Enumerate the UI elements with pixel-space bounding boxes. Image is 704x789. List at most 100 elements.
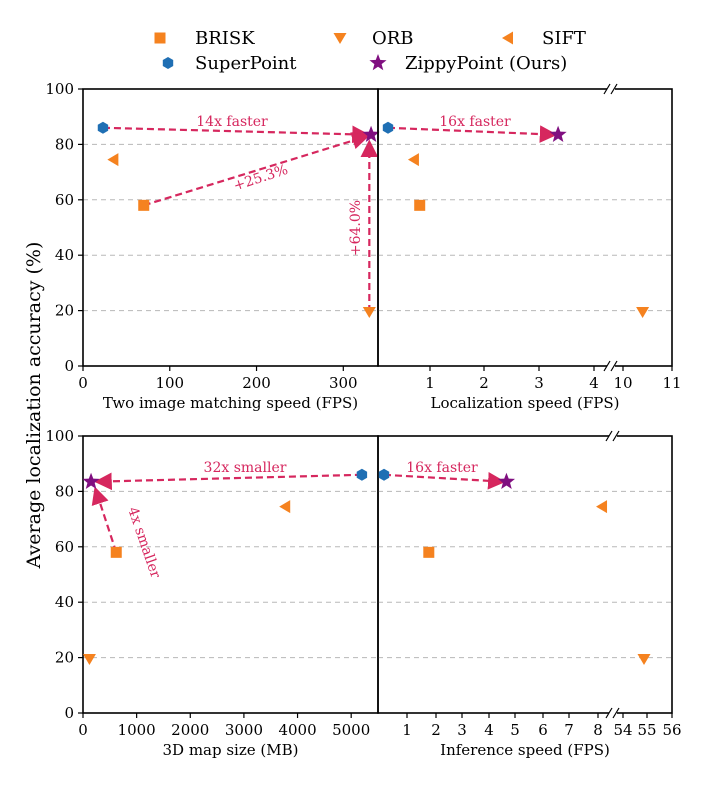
annotation-arrow	[91, 486, 118, 553]
point-zippypoint-ours	[362, 125, 380, 142]
x-tick-label: 3	[534, 374, 544, 392]
annotation-arrow	[94, 472, 362, 491]
y-tick-label: 20	[55, 302, 74, 320]
x-tick-label: 2000	[171, 721, 209, 739]
panel-frame	[377, 88, 673, 367]
point-brisk	[414, 199, 426, 211]
y-tick-label: 80	[55, 135, 74, 153]
x-tick-label: 1000	[118, 721, 156, 739]
x-tick-label: 11	[662, 374, 681, 392]
x-tick-label: 1	[425, 374, 435, 392]
axis-break-gap	[607, 87, 615, 91]
x-tick-label: 5	[510, 721, 520, 739]
x-tick-label: 10	[613, 374, 632, 392]
annotation-label: 14x faster	[196, 114, 268, 130]
panel-frame	[377, 435, 673, 714]
axis-break-gap	[607, 364, 615, 368]
legend-marker-orb	[333, 33, 347, 44]
x-axis-label: Two image matching speed (FPS)	[103, 394, 358, 412]
x-tick-label: 2	[479, 374, 489, 392]
axis-break-gap	[609, 434, 617, 438]
y-tick-label: 40	[55, 246, 74, 264]
x-tick-label: 8	[593, 721, 603, 739]
y-tick-label: 0	[64, 704, 74, 722]
legend-label: BRISK	[195, 28, 255, 49]
y-tick-label: 100	[45, 80, 74, 98]
x-tick-label: 4	[589, 374, 599, 392]
legend-label: SuperPoint	[195, 53, 297, 74]
x-tick-label: 6	[538, 721, 548, 739]
annotation-label: 32x smaller	[204, 460, 287, 476]
point-sift	[107, 153, 119, 167]
point-brisk	[110, 546, 122, 558]
point-brisk	[138, 199, 150, 211]
y-tick-label: 100	[45, 427, 74, 445]
point-zippypoint-ours	[497, 472, 516, 489]
annotation-label: 16x faster	[439, 114, 511, 130]
axis-break-mark	[610, 83, 618, 95]
legend-label: ZippyPoint (Ours)	[405, 53, 567, 74]
point-superpoint	[356, 468, 368, 481]
point-brisk	[423, 546, 435, 558]
annotation-label: 4x smaller	[124, 505, 163, 580]
legend-label: SIFT	[542, 28, 586, 49]
x-axis-label: Localization speed (FPS)	[431, 394, 620, 412]
x-tick-label: 56	[662, 721, 681, 739]
legend-label: ORB	[372, 28, 414, 49]
point-zippypoint-ours	[549, 125, 567, 142]
annotation-arrow	[143, 132, 370, 207]
x-tick-label: 0	[78, 374, 88, 392]
y-axis-label: Average localization accuracy (%)	[23, 242, 45, 570]
annotation-label: +64.0%	[348, 200, 364, 256]
point-orb	[362, 306, 376, 318]
x-tick-label: 3000	[225, 721, 263, 739]
axis-break-mark	[612, 707, 620, 719]
annotation-label: 16x faster	[406, 460, 478, 476]
x-axis-label: 3D map size (MB)	[162, 741, 298, 759]
x-axis-label: Inference speed (FPS)	[440, 741, 610, 759]
x-tick-label: 1	[402, 721, 412, 739]
y-tick-label: 20	[55, 649, 74, 667]
x-tick-label: 4	[484, 721, 494, 739]
legend-marker-brisk	[154, 32, 166, 44]
x-tick-label: 54	[613, 721, 632, 739]
panel-frame	[82, 435, 379, 714]
axis-break-mark	[605, 430, 613, 442]
y-tick-label: 0	[64, 357, 74, 375]
legend-marker-superpoint	[162, 57, 174, 69]
x-tick-label: 55	[637, 721, 656, 739]
x-tick-label: 300	[329, 374, 358, 392]
legend-marker-sift	[502, 31, 513, 45]
point-superpoint	[378, 468, 390, 481]
x-tick-label: 2	[431, 721, 441, 739]
legend-marker-zippypoint-ours	[369, 54, 387, 71]
axis-break-mark	[612, 430, 620, 442]
axis-break-mark	[603, 360, 611, 372]
x-tick-label: 0	[78, 721, 88, 739]
point-sift	[279, 500, 291, 514]
y-tick-label: 60	[55, 191, 74, 209]
legend: BRISK ORB SIFT SuperPoint ZippyPoint (Ours)	[154, 28, 586, 74]
point-sift	[407, 153, 419, 167]
annotation-label: +25.3%	[232, 162, 290, 195]
x-tick-label: 200	[242, 374, 271, 392]
y-tick-label: 40	[55, 593, 74, 611]
point-zippypoint-ours	[82, 472, 100, 489]
panel-top-left: 0 20 40 60 80 100 0 100 200 300 Two image matching…	[45, 80, 380, 412]
x-tick-label: 100	[155, 374, 184, 392]
annotation-arrow	[387, 125, 558, 143]
y-tick-label: 60	[55, 538, 74, 556]
panel-top-right: 1 2 3 4 10 11 Localization speed (FPS) 16x fast…	[377, 83, 682, 412]
axis-break-mark	[610, 360, 618, 372]
x-tick-label: 7	[564, 721, 574, 739]
annotation-arrow	[383, 472, 506, 490]
axis-break-mark	[605, 707, 613, 719]
annotation-arrow	[102, 125, 370, 144]
point-orb	[636, 306, 650, 318]
point-orb	[637, 653, 651, 665]
point-superpoint	[97, 121, 109, 134]
